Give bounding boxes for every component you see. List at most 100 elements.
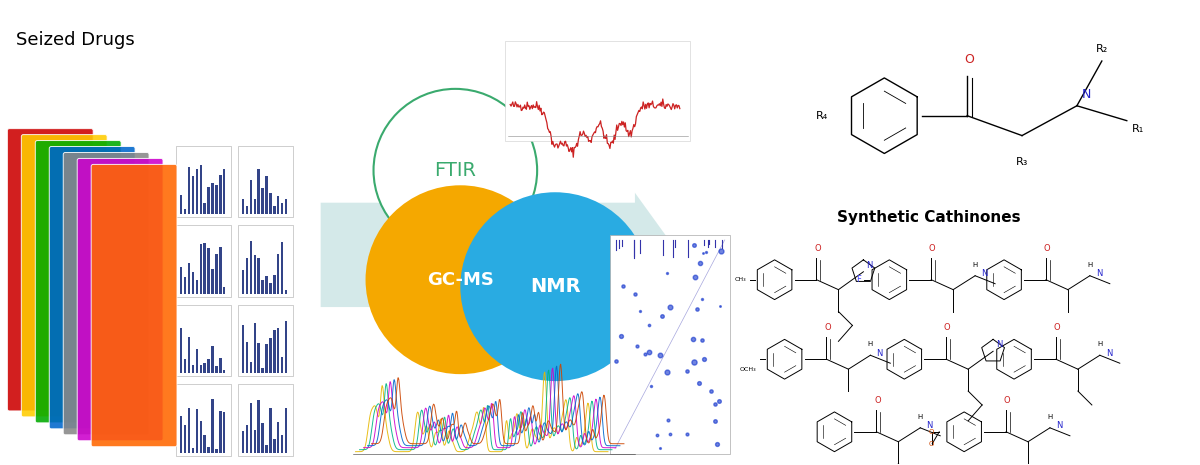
Circle shape: [366, 185, 556, 374]
Bar: [187, 167, 191, 214]
Bar: [204, 435, 206, 452]
Bar: [184, 359, 186, 373]
Bar: [274, 330, 276, 373]
Text: N: N: [876, 349, 883, 358]
Text: F: F: [857, 275, 862, 284]
Bar: [204, 243, 206, 293]
FancyBboxPatch shape: [91, 165, 176, 447]
Bar: [253, 430, 256, 452]
Text: H: H: [1087, 262, 1092, 268]
Text: O: O: [824, 323, 830, 332]
Bar: [187, 338, 191, 373]
Text: N: N: [996, 340, 1002, 349]
Bar: [220, 411, 222, 452]
FancyBboxPatch shape: [64, 153, 149, 435]
Bar: [274, 275, 276, 293]
Circle shape: [461, 192, 650, 381]
Text: N: N: [1082, 88, 1091, 101]
Bar: [284, 408, 287, 452]
Bar: [274, 206, 276, 214]
Bar: [238, 146, 293, 217]
Bar: [180, 195, 182, 214]
Bar: [192, 448, 194, 452]
Bar: [211, 346, 214, 373]
Text: FTIR: FTIR: [434, 161, 476, 180]
Bar: [187, 263, 191, 293]
Bar: [238, 305, 293, 376]
Bar: [262, 280, 264, 293]
Bar: [215, 185, 217, 214]
Bar: [258, 259, 260, 293]
Bar: [199, 244, 202, 293]
Bar: [211, 399, 214, 452]
Bar: [192, 365, 194, 373]
Circle shape: [373, 89, 538, 252]
Bar: [269, 338, 271, 373]
Text: R₁: R₁: [1132, 124, 1144, 133]
Bar: [277, 254, 280, 293]
Bar: [281, 242, 283, 293]
Bar: [277, 422, 280, 452]
Bar: [277, 328, 280, 373]
Bar: [180, 416, 182, 452]
Text: O: O: [874, 396, 881, 405]
Text: O: O: [814, 244, 821, 253]
Bar: [196, 349, 198, 373]
Text: O: O: [929, 244, 936, 253]
Bar: [281, 203, 283, 214]
Bar: [199, 421, 202, 452]
Bar: [223, 286, 226, 293]
Text: R₃: R₃: [1016, 158, 1028, 167]
Bar: [192, 272, 194, 293]
Bar: [246, 342, 248, 373]
Text: O: O: [1054, 323, 1061, 332]
Bar: [176, 225, 230, 297]
Bar: [284, 290, 287, 293]
Bar: [215, 254, 217, 293]
Bar: [196, 169, 198, 214]
Text: O: O: [929, 429, 935, 435]
Text: N: N: [1096, 269, 1103, 278]
Bar: [208, 359, 210, 373]
Text: R₂: R₂: [1096, 44, 1108, 54]
Bar: [223, 169, 226, 214]
Text: Synthetic Cathinones: Synthetic Cathinones: [838, 210, 1021, 225]
Bar: [180, 267, 182, 293]
FancyBboxPatch shape: [77, 159, 163, 441]
Bar: [211, 183, 214, 214]
Bar: [242, 325, 245, 373]
Bar: [505, 41, 690, 140]
Bar: [242, 199, 245, 214]
Text: GC-MS: GC-MS: [427, 271, 493, 289]
Text: O: O: [929, 441, 935, 447]
Bar: [265, 445, 268, 452]
Bar: [258, 400, 260, 452]
Bar: [284, 199, 287, 214]
Bar: [199, 165, 202, 214]
Bar: [220, 358, 222, 373]
Bar: [250, 241, 252, 293]
Bar: [253, 255, 256, 293]
Bar: [242, 270, 245, 293]
Bar: [238, 384, 293, 456]
Bar: [281, 358, 283, 373]
Text: H: H: [868, 341, 872, 347]
Bar: [208, 248, 210, 293]
Text: CH₃: CH₃: [736, 277, 746, 282]
Text: NMR: NMR: [529, 277, 581, 296]
Bar: [253, 323, 256, 373]
Bar: [258, 169, 260, 214]
Bar: [215, 366, 217, 373]
Text: N: N: [982, 269, 988, 278]
Bar: [253, 199, 256, 214]
Bar: [204, 203, 206, 214]
Bar: [262, 423, 264, 452]
Bar: [258, 343, 260, 373]
Bar: [274, 439, 276, 452]
Text: O: O: [1003, 396, 1010, 405]
Text: H: H: [1048, 414, 1052, 420]
FancyBboxPatch shape: [35, 140, 121, 423]
Bar: [180, 328, 182, 373]
Bar: [246, 425, 248, 452]
Text: N: N: [1056, 421, 1062, 430]
